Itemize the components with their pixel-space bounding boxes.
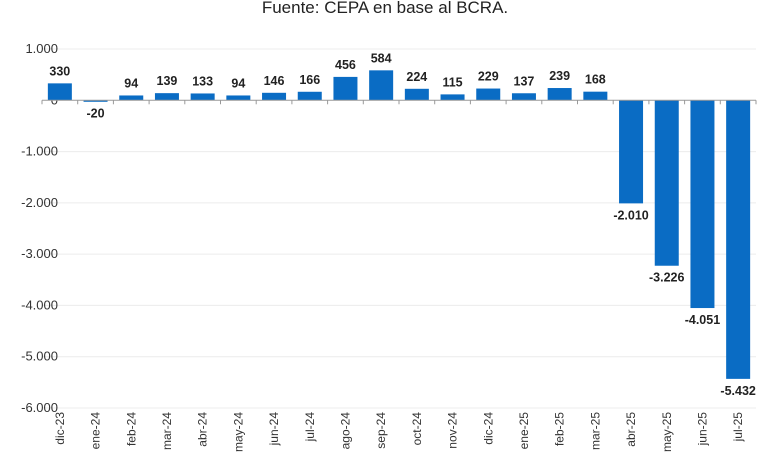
data-label: 239 — [549, 69, 570, 83]
x-tick-label: sep-24 — [374, 412, 388, 449]
bar — [726, 100, 751, 379]
bar — [47, 83, 72, 101]
x-tick-label: jun-25 — [695, 412, 709, 447]
data-label: 139 — [157, 74, 178, 88]
chart-source-title: Fuente: CEPA en base al BCRA. — [261, 0, 509, 17]
x-tick-label: dic-24 — [481, 412, 495, 445]
bar — [262, 92, 287, 101]
x-tick-label: jul-24 — [303, 412, 317, 443]
x-tick-label: feb-24 — [124, 412, 138, 446]
x-tick-label: nov-24 — [446, 412, 460, 449]
data-label: 137 — [514, 74, 535, 88]
y-tick-label: -4.000 — [21, 297, 58, 312]
bar — [83, 100, 108, 102]
x-tick-label: jun-24 — [267, 412, 281, 447]
bar — [154, 93, 179, 101]
bar — [190, 93, 215, 101]
data-label: 224 — [406, 70, 427, 84]
data-label: 166 — [299, 73, 320, 87]
y-tick-label: -1.000 — [21, 144, 58, 159]
bar — [369, 70, 394, 101]
data-label: 584 — [371, 51, 392, 65]
y-tick-label: 1.000 — [25, 41, 58, 56]
y-tick-label: -6.000 — [21, 400, 58, 415]
data-label: 330 — [49, 64, 70, 78]
data-label: 146 — [264, 74, 285, 88]
x-tick-label: dic-23 — [53, 412, 67, 445]
bar — [226, 95, 251, 101]
bar — [333, 76, 358, 101]
data-label: -4.051 — [685, 313, 720, 327]
x-tick-label: ago-24 — [338, 412, 352, 450]
data-label: 115 — [442, 75, 462, 89]
data-label: 456 — [335, 58, 356, 72]
bar — [297, 91, 322, 101]
bar — [511, 93, 536, 101]
data-label: -2.010 — [613, 208, 648, 222]
x-tick-label: jul-25 — [731, 412, 745, 443]
y-tick-label: -3.000 — [21, 246, 58, 261]
x-tick-label: mar-24 — [160, 412, 174, 450]
data-label: 94 — [231, 76, 245, 90]
data-label: 94 — [124, 76, 138, 90]
x-tick-label: oct-24 — [410, 412, 424, 446]
data-label: -5.432 — [720, 384, 755, 398]
x-tick-label: abr-24 — [196, 412, 210, 447]
x-tick-label: ene-24 — [89, 412, 103, 450]
y-tick-label: -5.000 — [21, 349, 58, 364]
data-label: 229 — [478, 70, 499, 84]
x-tick-label: abr-25 — [624, 412, 638, 447]
data-label: -3.226 — [649, 271, 684, 285]
bar — [583, 91, 608, 101]
y-tick-label: -2.000 — [21, 195, 58, 210]
data-label: 133 — [192, 74, 213, 88]
bar — [404, 88, 429, 101]
bar — [690, 100, 715, 309]
bar — [619, 100, 644, 204]
data-label: -20 — [87, 106, 105, 120]
x-tick-label: mar-25 — [588, 412, 602, 450]
bar — [476, 88, 501, 101]
bar — [654, 100, 679, 266]
x-tick-label: may-25 — [660, 412, 674, 452]
x-tick-label: feb-25 — [553, 412, 567, 446]
data-label: 168 — [585, 73, 606, 87]
bar — [119, 95, 144, 101]
bar — [547, 88, 572, 101]
bar — [440, 94, 465, 101]
x-tick-label: ene-25 — [517, 412, 531, 450]
x-tick-label: may-24 — [231, 412, 245, 452]
